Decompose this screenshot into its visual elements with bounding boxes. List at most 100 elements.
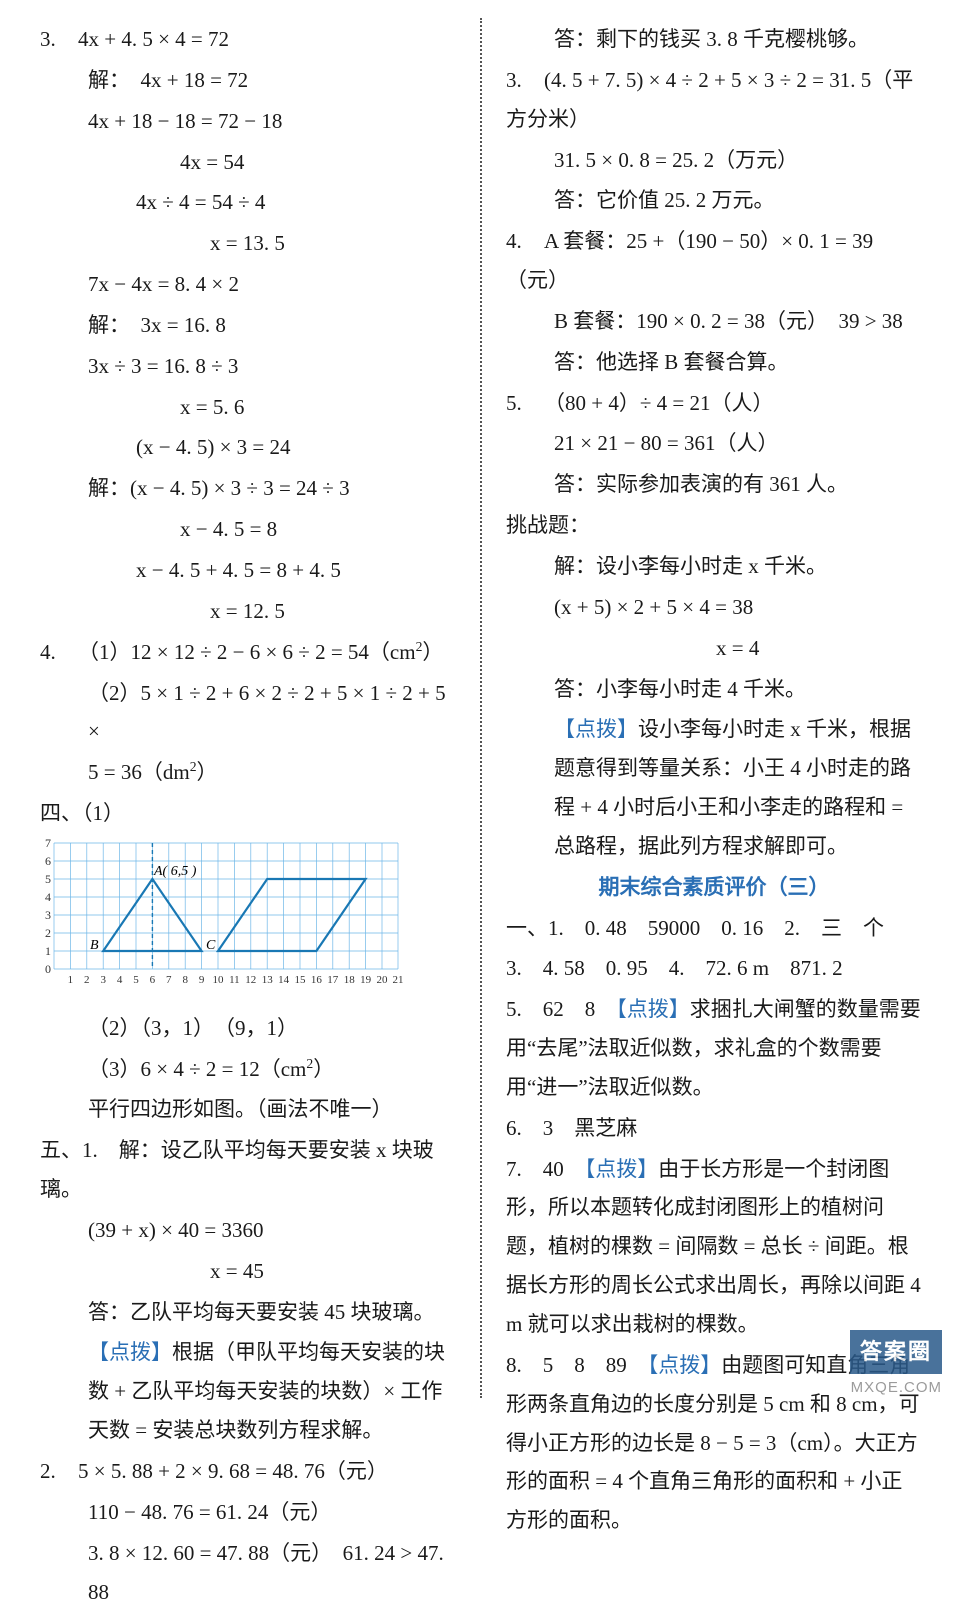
column-right: 答：剩下的钱买 3. 8 千克樱桃够。 3.(4. 5 + 7. 5) × 4 … (484, 18, 932, 1398)
q4-line2b: 5 = 36（dm2） (40, 753, 456, 792)
q3-prefix: 3. (40, 20, 78, 59)
q4-line2a: （2）5 × 1 ÷ 2 + 6 × 2 ÷ 2 + 5 × 1 ÷ 2 + 5… (40, 674, 456, 752)
point-b-label: B (90, 938, 99, 953)
q3-t1: 解： 3x = 16. 8 (40, 306, 456, 345)
svg-text:2: 2 (84, 974, 90, 986)
sec5-label: 五、 (40, 1138, 82, 1162)
svg-text:17: 17 (327, 974, 339, 986)
r-q4-l1: 4.A 套餐：25 +（190 − 50）× 0. 1 = 39（元） (506, 222, 922, 300)
r-q3-l2: 31. 5 × 0. 8 = 25. 2（万元） (506, 141, 922, 180)
q3-s4: 4x ÷ 4 = 54 ÷ 4 (40, 183, 456, 222)
svg-text:3: 3 (100, 974, 106, 986)
r-q4-l3: 答：他选择 B 套餐合算。 (506, 343, 922, 382)
q3-eq1: 4x + 4. 5 × 4 = 72 (78, 27, 229, 51)
r-q5-l3: 答：实际参加表演的有 361 人。 (506, 465, 922, 504)
svg-text:4: 4 (45, 890, 51, 904)
sec5-q1-tip: 【点拨】根据（甲队平均每天安装的块数 + 乙队平均每天安装的块数）× 工作天数 … (40, 1333, 456, 1450)
sec5-q2-prefix: 2. (40, 1452, 78, 1491)
q3-line: 3.4x + 4. 5 × 4 = 72 (40, 20, 456, 59)
svg-text:7: 7 (166, 974, 172, 986)
column-left: 3.4x + 4. 5 × 4 = 72 解： 4x + 18 = 72 4x … (30, 18, 478, 1398)
r-q5-l2: 21 × 21 − 80 = 361（人） (506, 424, 922, 463)
q3-s5: x = 13. 5 (40, 224, 456, 263)
svg-text:5: 5 (45, 872, 51, 886)
svg-text:0: 0 (45, 962, 51, 976)
q3-s1: 解： 4x + 18 = 72 (40, 61, 456, 100)
svg-text:15: 15 (295, 974, 307, 986)
exam-title: 期末综合素质评价（三） (506, 868, 922, 907)
svg-text:19: 19 (360, 974, 372, 986)
svg-text:7: 7 (45, 837, 51, 850)
s1-l3: 3. 4. 58 0. 95 4. 72. 6 m 871. 2 (506, 949, 922, 988)
point-c-label: C (206, 938, 216, 953)
svg-text:13: 13 (262, 974, 274, 986)
svg-text:9: 9 (199, 974, 205, 986)
watermark: 答案圈 MXQE.COM (850, 1330, 942, 1402)
svg-text:21: 21 (393, 974, 404, 986)
s1-l5: 5. 62 8 【点拨】求捆扎大闸蟹的数量需要用“去尾”法取近似数，求礼盒的个数… (506, 990, 922, 1107)
svg-text:6: 6 (150, 974, 156, 986)
q3-t2: 3x ÷ 3 = 16. 8 ÷ 3 (40, 347, 456, 386)
sec5-q2-l3: 3. 8 × 12. 60 = 47. 88（元） 61. 24 > 47. 8… (40, 1534, 456, 1611)
svg-text:1: 1 (45, 944, 51, 958)
svg-text:8: 8 (182, 974, 188, 986)
s1-l7: 7. 40 【点拨】由于长方形是一个封闭图形，所以本题转化成封闭图形上的植树问题… (506, 1150, 922, 1344)
ch-l1: 解：设小李每小时走 x 千米。 (506, 547, 922, 586)
challenge-label: 挑战题： (506, 506, 922, 545)
q3-eq3: (x − 4. 5) × 3 = 24 (40, 428, 456, 467)
tip-label: 【点拨】 (88, 1340, 172, 1364)
sec5-q1-l2: (39 + x) × 40 = 3360 (40, 1211, 456, 1250)
svg-text:16: 16 (311, 974, 323, 986)
svg-text:5: 5 (133, 974, 139, 986)
q3-s3: 4x = 54 (40, 143, 456, 182)
svg-text:1: 1 (68, 974, 74, 986)
ch-tip: 【点拨】设小李每小时走 x 千米，根据题意得到等量关系：小王 4 小时走的路程 … (506, 710, 922, 865)
svg-text:10: 10 (213, 974, 225, 986)
q3-u2: x − 4. 5 = 8 (40, 510, 456, 549)
q3-u1: 解：(x − 4. 5) × 3 ÷ 3 = 24 ÷ 3 (40, 469, 456, 508)
sec5-q1-l1: 五、1. 解：设乙队平均每天要安装 x 块玻璃。 (40, 1131, 456, 1209)
ch-l2: (x + 5) × 2 + 5 × 4 = 38 (506, 588, 922, 627)
sec4-p4: 平行四边形如图。（画法不唯一） (40, 1090, 456, 1129)
solve-label: 解： (88, 68, 120, 92)
page: 3.4x + 4. 5 × 4 = 72 解： 4x + 18 = 72 4x … (0, 0, 962, 1408)
r-q4-l2: B 套餐：190 × 0. 2 = 38（元） 39 > 38 (506, 302, 922, 341)
sec4-label: 四、（1） (40, 794, 456, 833)
svg-text:20: 20 (377, 974, 389, 986)
coordinate-chart: A( 6,5 ) B C 012 345 67 123 456 789 1011… (40, 837, 456, 1005)
svg-text:3: 3 (45, 908, 51, 922)
q3-t3: x = 5. 6 (40, 388, 456, 427)
svg-text:6: 6 (45, 854, 51, 868)
q4-line1: 4.（1）12 × 12 ÷ 2 − 6 × 6 ÷ 2 = 54（cm2） (40, 633, 456, 672)
svg-text:4: 4 (117, 974, 123, 986)
svg-text:18: 18 (344, 974, 356, 986)
q3-eq2: 7x − 4x = 8. 4 × 2 (40, 265, 456, 304)
sec4-p3: （3）6 × 4 ÷ 2 = 12（cm2） (40, 1050, 456, 1089)
ch-l4: 答：小李每小时走 4 千米。 (506, 670, 922, 709)
svg-text:11: 11 (229, 974, 240, 986)
column-divider (480, 18, 482, 1398)
sec5-q2-l1: 2.5 × 5. 88 + 2 × 9. 68 = 48. 76（元） (40, 1452, 456, 1491)
r-q5-l1: 5.（80 + 4）÷ 4 = 21（人） (506, 384, 922, 423)
chart-svg: A( 6,5 ) B C 012 345 67 123 456 789 1011… (40, 837, 410, 992)
sec5-q1-l3: x = 45 (40, 1252, 456, 1291)
sup2b: 2 (190, 759, 197, 774)
watermark-text: 答案圈 (850, 1330, 942, 1375)
r-q3-l3: 答：它价值 25. 2 万元。 (506, 181, 922, 220)
sec4-p2: （2）（3，1） （9，1） (40, 1009, 456, 1048)
s1-l6: 6. 3 黑芝麻 (506, 1109, 922, 1148)
r-top: 答：剩下的钱买 3. 8 千克樱桃够。 (506, 20, 922, 59)
sec5-q1-prefix: 1. (82, 1138, 98, 1162)
q3-s2: 4x + 18 − 18 = 72 − 18 (40, 102, 456, 141)
s1-l1: 一、1. 0. 48 59000 0. 16 2. 三 个 (506, 909, 922, 948)
point-a-label: A( 6,5 ) (153, 864, 197, 879)
q3-u4: x = 12. 5 (40, 592, 456, 631)
svg-text:12: 12 (245, 974, 256, 986)
svg-text:14: 14 (278, 974, 290, 986)
r-q3-l1: 3.(4. 5 + 7. 5) × 4 ÷ 2 + 5 × 3 ÷ 2 = 31… (506, 61, 922, 139)
watermark-url: MXQE.COM (851, 1374, 942, 1402)
q3-u3: x − 4. 5 + 4. 5 = 8 + 4. 5 (40, 551, 456, 590)
q4-prefix: 4. (40, 633, 78, 672)
svg-text:2: 2 (45, 926, 51, 940)
sec5-q1-l4: 答：乙队平均每天要安装 45 块玻璃。 (40, 1293, 456, 1332)
